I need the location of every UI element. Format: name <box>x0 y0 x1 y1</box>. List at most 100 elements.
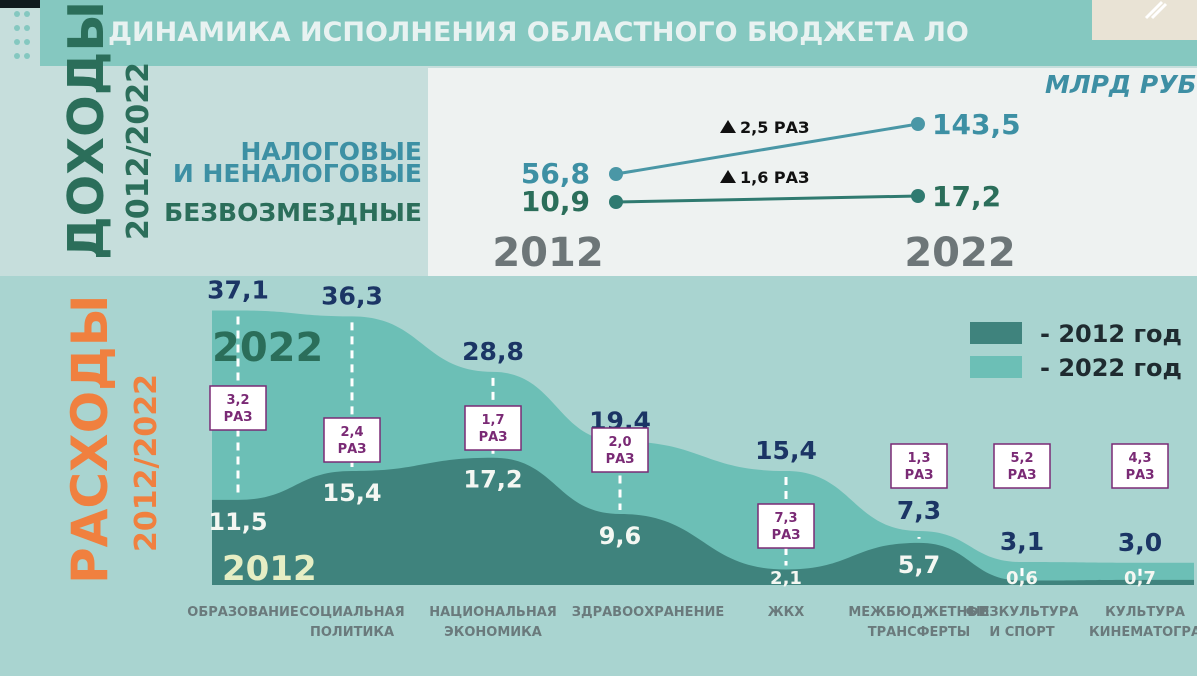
decor-dot <box>14 25 20 31</box>
decor-dot <box>24 25 30 31</box>
growth-badge-unit: РАЗ <box>1126 468 1155 483</box>
growth-badge-unit: РАЗ <box>224 410 253 425</box>
growth-badge-value: 5,2 <box>1010 451 1033 466</box>
growth-arrow-icon <box>720 120 736 133</box>
decor-dot <box>24 39 30 45</box>
area-label-2022: 2022 <box>212 325 323 371</box>
category-label: И СПОРТ <box>989 625 1054 640</box>
value-label-2012: 0,6 <box>1006 568 1038 589</box>
header-bar <box>40 0 1197 66</box>
income-year-end: 2022 <box>904 230 1015 276</box>
category-label: ОБРАЗОВАНИЕ <box>187 605 298 620</box>
income-start-value: 10,9 <box>521 185 590 218</box>
income-year-start: 2012 <box>492 230 603 276</box>
value-label-2012: 9,6 <box>599 522 642 550</box>
header-group: ДИНАМИКА ИСПОЛНЕНИЯ ОБЛАСТНОГО БЮДЖЕТА Л… <box>0 0 1197 99</box>
value-label-2012: 15,4 <box>322 479 381 507</box>
category-label: МЕЖБЮДЖЕТНЫЕ <box>848 605 989 620</box>
corner-badge <box>1092 0 1197 40</box>
value-label-2022: 15,4 <box>755 436 817 465</box>
legend-label: - 2012 год <box>1040 320 1182 348</box>
income-point <box>911 117 925 131</box>
value-label-2022: 37,1 <box>207 275 269 304</box>
value-label-2012: 0,7 <box>1124 568 1156 589</box>
value-label-2022: 3,1 <box>1000 527 1044 556</box>
value-label-2022: 7,3 <box>897 496 941 525</box>
income-point <box>609 167 623 181</box>
income-row-label: И НЕНАЛОГОВЫЕ <box>173 159 422 188</box>
income-series-line <box>615 194 919 204</box>
growth-badge-value: 4,3 <box>1128 451 1151 466</box>
category-label: ПОЛИТИКА <box>310 625 394 640</box>
expenses-section-years: 2012/2022 <box>129 374 164 552</box>
value-label-2022: 36,3 <box>321 281 383 310</box>
legend-swatch <box>970 356 1022 378</box>
category-label: ЭКОНОМИКА <box>444 625 542 640</box>
growth-badge-unit: РАЗ <box>905 468 934 483</box>
growth-badge-value: 3,2 <box>226 393 249 408</box>
growth-arrow-icon <box>720 170 736 183</box>
growth-badge <box>591 427 649 473</box>
growth-badge <box>757 503 815 549</box>
expenses-section-title: РАСХОДЫ <box>61 295 119 584</box>
growth-badge-unit: РАЗ <box>338 442 367 457</box>
income-point <box>609 195 623 209</box>
decor-dot <box>14 39 20 45</box>
category-label: СОЦИАЛЬНАЯ <box>299 605 404 620</box>
legend-label: - 2022 год <box>1040 354 1182 382</box>
growth-badge <box>209 385 267 431</box>
value-label-2022: 28,8 <box>462 337 524 366</box>
area-label-2012: 2012 <box>222 549 317 589</box>
income-section-title: ДОХОДЫ <box>58 1 115 260</box>
growth-badge <box>1111 443 1169 489</box>
income-end-value: 17,2 <box>932 180 1001 213</box>
growth-badge-value: 2,4 <box>340 425 363 440</box>
income-point <box>911 189 925 203</box>
legend-swatch <box>970 322 1022 344</box>
growth-badge-unit: РАЗ <box>479 430 508 445</box>
expenses-chart: РАСХОДЫ 2012/2022 2022 2012 37,1 11,5 3,2 РАЗ ОБ… <box>61 275 1197 640</box>
growth-badge <box>993 443 1051 489</box>
growth-badge-value: 2,0 <box>608 435 631 450</box>
growth-badge-unit: РАЗ <box>1008 468 1037 483</box>
income-series-line <box>615 122 919 176</box>
category-label: ФИЗКУЛЬТУРА <box>966 605 1079 620</box>
value-label-2012: 11,5 <box>208 508 267 536</box>
income-row-label: БЕЗВОЗМЕЗДНЫЕ <box>164 198 422 227</box>
decor-dot <box>14 11 20 17</box>
value-label-2012: 2,1 <box>770 568 802 589</box>
growth-badge-unit: РАЗ <box>772 528 801 543</box>
category-label: КУЛЬТУРА <box>1105 605 1185 620</box>
growth-badge-value: 1,7 <box>481 413 504 428</box>
page-title: ДИНАМИКА ИСПОЛНЕНИЯ ОБЛАСТНОГО БЮДЖЕТА Л… <box>108 17 969 48</box>
value-label-2012: 5,7 <box>898 551 941 579</box>
decor-dot <box>14 53 20 59</box>
category-label: ТРАНСФЕРТЫ <box>868 625 971 640</box>
category-label: НАЦИОНАЛЬНАЯ <box>429 605 557 620</box>
value-label-2022: 3,0 <box>1118 528 1162 557</box>
income-growth-label: 1,6 РАЗ <box>740 168 809 187</box>
area-2012 <box>212 457 1194 585</box>
category-label: ЗДРАВООХРАНЕНИЕ <box>572 605 724 620</box>
channel-logo <box>1144 0 1168 20</box>
decor-dot <box>24 53 30 59</box>
income-end-value: 143,5 <box>932 108 1021 141</box>
unit-label: МЛРД РУБ. <box>1045 70 1197 99</box>
income-row-label: НАЛОГОВЫЕ <box>240 137 422 166</box>
growth-badge-unit: РАЗ <box>606 452 635 467</box>
decor-dot <box>24 11 30 17</box>
income-panel <box>428 68 1197 276</box>
growth-badge <box>464 405 522 451</box>
growth-badge <box>323 417 381 463</box>
income-growth-label: 2,5 РАЗ <box>740 118 809 137</box>
category-label: КИНЕМАТОГРА <box>1089 625 1197 640</box>
income-start-value: 56,8 <box>521 157 590 190</box>
category-label: ЖКХ <box>768 605 805 620</box>
growth-badge <box>890 443 948 489</box>
value-label-2012: 17,2 <box>463 466 522 494</box>
income-section-years: 2012/2022 <box>121 62 156 240</box>
growth-badge-value: 7,3 <box>774 511 797 526</box>
